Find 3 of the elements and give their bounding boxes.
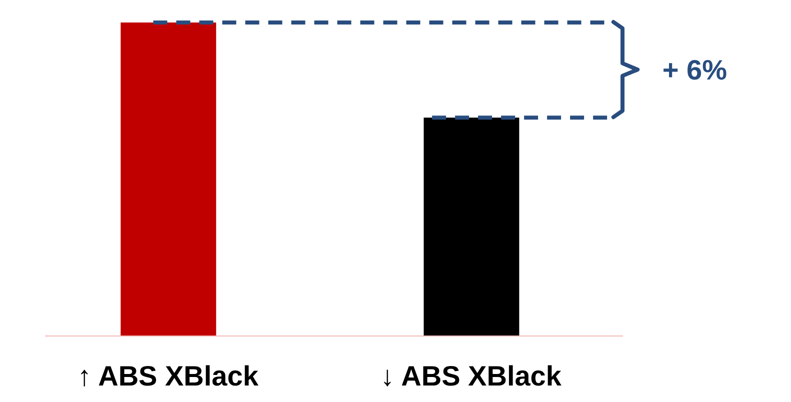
x-tick-label: ↑ ABS XBlack	[77, 360, 259, 392]
x-tick-label: ↓ ABS XBlack	[380, 360, 562, 392]
text: + 6%	[662, 54, 728, 86]
